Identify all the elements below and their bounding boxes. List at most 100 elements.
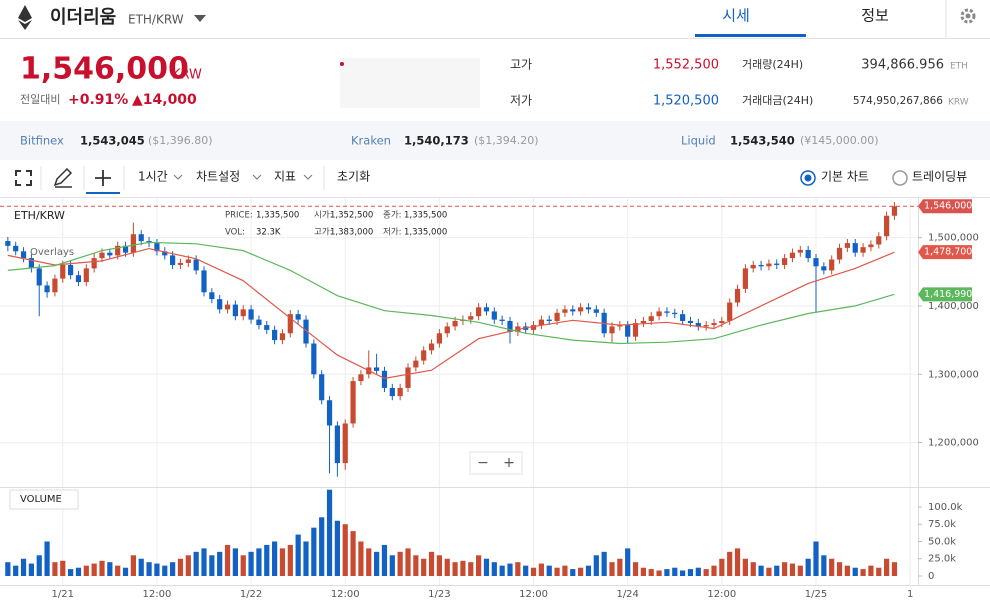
- volume-bar: [374, 551, 380, 576]
- candle-body: [107, 252, 113, 256]
- candle-body: [75, 275, 82, 283]
- volume-bar: [52, 562, 58, 576]
- y-tick-label: 1,500,000: [928, 233, 979, 244]
- stat-value: 574,950,267,866: [853, 95, 943, 107]
- fullscreen-icon[interactable]: [15, 170, 32, 186]
- candle-body: [797, 249, 803, 253]
- candle-body: [311, 343, 317, 375]
- candle-body: [421, 350, 427, 361]
- change-amount: ▲14,000: [132, 92, 197, 108]
- candle-body: [640, 320, 646, 324]
- volume-bar: [766, 567, 772, 576]
- exchange-bar: [0, 121, 990, 160]
- candle-body: [36, 268, 42, 286]
- candle-body: [83, 268, 89, 283]
- candle-body: [578, 307, 584, 312]
- volume-bar: [107, 562, 113, 576]
- change-label: 전일대비: [20, 92, 60, 106]
- settings-icon[interactable]: [960, 8, 976, 24]
- candle-body: [585, 307, 592, 310]
- candle-body: [632, 323, 639, 337]
- volume-bar: [130, 555, 136, 576]
- candle-body: [303, 319, 309, 344]
- volume-bar: [617, 558, 623, 576]
- price-label-box: [918, 287, 972, 302]
- candle-body: [350, 381, 356, 424]
- chevron: [173, 174, 183, 180]
- dropdown[interactable]: [194, 15, 206, 22]
- volume-bar: [326, 489, 333, 576]
- menu[interactable]: 지표: [274, 170, 296, 184]
- volume-bar: [397, 551, 403, 576]
- volume-bar: [664, 569, 670, 576]
- volume-bar: [491, 562, 497, 576]
- chart-type[interactable]: 기본 차트: [821, 170, 869, 184]
- chevron: [303, 174, 313, 180]
- moving-average: [7, 241, 895, 345]
- info-value: 1,335,000: [404, 228, 447, 238]
- zoom-in[interactable]: +: [503, 455, 515, 471]
- volume-bar: [836, 562, 843, 576]
- eth-logo: [18, 5, 32, 30]
- volume-bar: [60, 560, 66, 576]
- volume-bar: [209, 555, 215, 576]
- volume-bar: [734, 548, 741, 576]
- volume-bar: [177, 558, 184, 576]
- interval[interactable]: 1시간: [138, 170, 168, 184]
- radio[interactable]: [892, 170, 908, 186]
- info-label: 고가:: [314, 228, 333, 238]
- volume-bar: [366, 548, 372, 576]
- candle-body: [256, 319, 262, 326]
- crosshair-icon[interactable]: [95, 170, 111, 186]
- volume-bar: [483, 558, 490, 576]
- volume-bar: [122, 567, 129, 576]
- menu[interactable]: 초기화: [337, 170, 370, 184]
- candle-body: [476, 307, 482, 317]
- volume-bar: [695, 567, 701, 576]
- menu[interactable]: 차트설정: [196, 170, 240, 184]
- candle-body: [570, 309, 576, 312]
- candle-body: [177, 262, 184, 265]
- draw-icon[interactable]: [53, 167, 73, 188]
- exchange-price: 1,540,173: [404, 134, 469, 148]
- candle-body: [782, 258, 788, 265]
- volume-bar: [640, 567, 646, 576]
- info-value: 32.3K: [256, 228, 281, 238]
- chevron: [252, 174, 262, 180]
- volume-bar: [303, 541, 309, 576]
- candle-body: [5, 241, 11, 246]
- candle-body: [727, 302, 733, 321]
- volume-tick-label: 25.0k: [928, 554, 956, 565]
- volume-bar: [185, 555, 191, 576]
- candle-body: [836, 247, 843, 260]
- volume-bar: [782, 562, 788, 576]
- pair: ETH/KRW: [128, 13, 184, 27]
- volume-bar: [805, 558, 811, 576]
- overlays-label: Overlays: [30, 247, 74, 258]
- candle-body: [609, 326, 615, 334]
- volume-bar: [656, 570, 662, 576]
- volume-bar: [264, 544, 270, 576]
- candle-body: [224, 304, 231, 310]
- chart-type[interactable]: 트레이딩뷰: [912, 170, 967, 184]
- price-label: 1,546,000: [924, 201, 972, 212]
- zoom-out[interactable]: −: [477, 455, 489, 471]
- candle-body: [546, 319, 552, 321]
- candle-body: [52, 278, 58, 293]
- candle-body: [389, 387, 395, 397]
- radio-checked[interactable]: [800, 170, 816, 186]
- volume-bar: [115, 565, 121, 576]
- candle-body: [499, 319, 505, 321]
- candle-body: [397, 387, 403, 397]
- coin-name: 이더리움: [50, 7, 116, 28]
- tab[interactable]: 정보: [861, 7, 889, 25]
- volume-bar: [36, 555, 42, 576]
- tab-active[interactable]: 시세: [722, 7, 750, 25]
- stat-label: 거래량(24H): [742, 58, 803, 71]
- candle-body: [217, 299, 223, 310]
- info-label: 시가:: [314, 211, 333, 221]
- candle-body: [805, 249, 811, 259]
- candle-body: [162, 251, 168, 256]
- candle-body: [680, 314, 686, 321]
